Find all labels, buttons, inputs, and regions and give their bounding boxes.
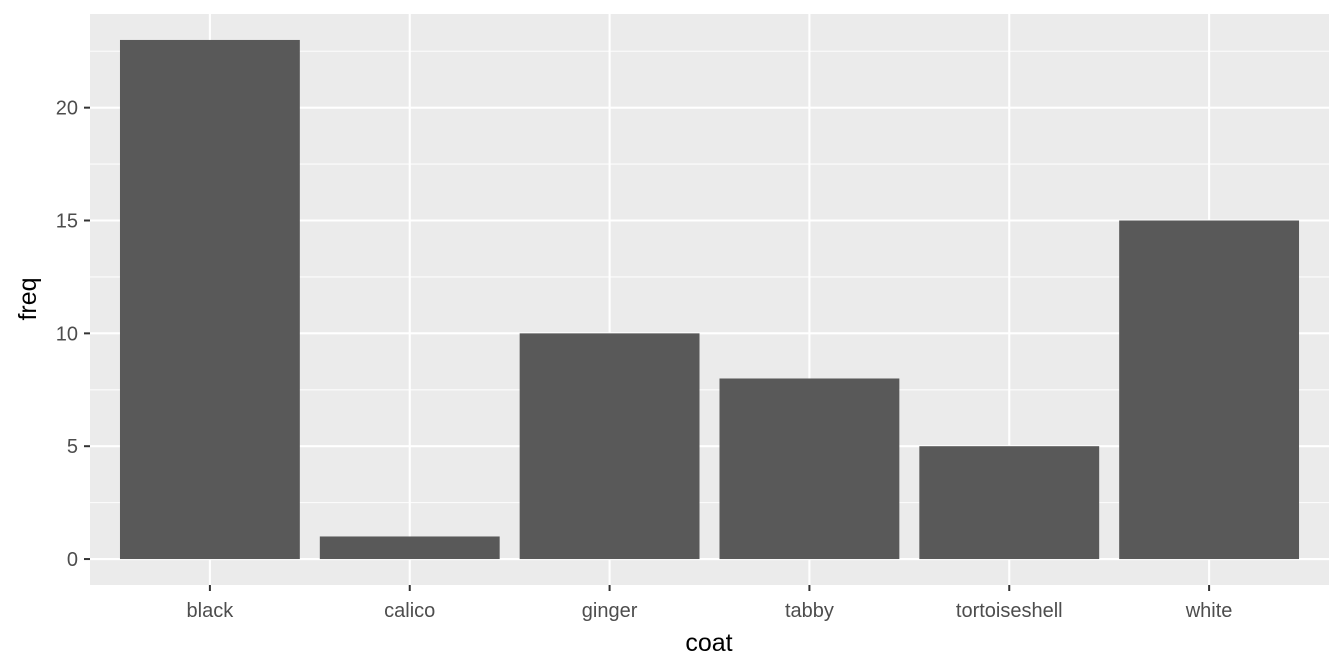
bars bbox=[119, 39, 1300, 560]
bar-tortoiseshell bbox=[919, 446, 1100, 560]
y-tick-label: 5 bbox=[67, 436, 78, 458]
x-tick-label-ginger: ginger bbox=[582, 600, 638, 622]
x-tick-label-tortoiseshell: tortoiseshell bbox=[956, 600, 1063, 622]
y-tick-label: 20 bbox=[56, 98, 78, 120]
y-tick-label: 0 bbox=[67, 549, 78, 571]
y-axis-title: freq bbox=[14, 277, 42, 320]
x-tick-label-black: black bbox=[187, 600, 235, 622]
x-tick-label-calico: calico bbox=[384, 600, 435, 622]
y-tick-label: 10 bbox=[56, 323, 78, 345]
x-tick-label-tabby: tabby bbox=[785, 600, 834, 622]
x-axis-title: coat bbox=[685, 629, 732, 657]
x-axis: black calico ginger tabby tortoiseshell white bbox=[187, 585, 1233, 622]
bar-white bbox=[1119, 220, 1300, 560]
bar-black bbox=[119, 39, 300, 560]
bar-calico bbox=[319, 536, 500, 560]
bar-tabby bbox=[719, 378, 900, 560]
x-tick-label-white: white bbox=[1185, 600, 1233, 622]
y-axis: 0 5 10 15 20 bbox=[56, 98, 90, 571]
bar-ginger bbox=[519, 333, 700, 560]
y-tick-label: 15 bbox=[56, 211, 78, 233]
